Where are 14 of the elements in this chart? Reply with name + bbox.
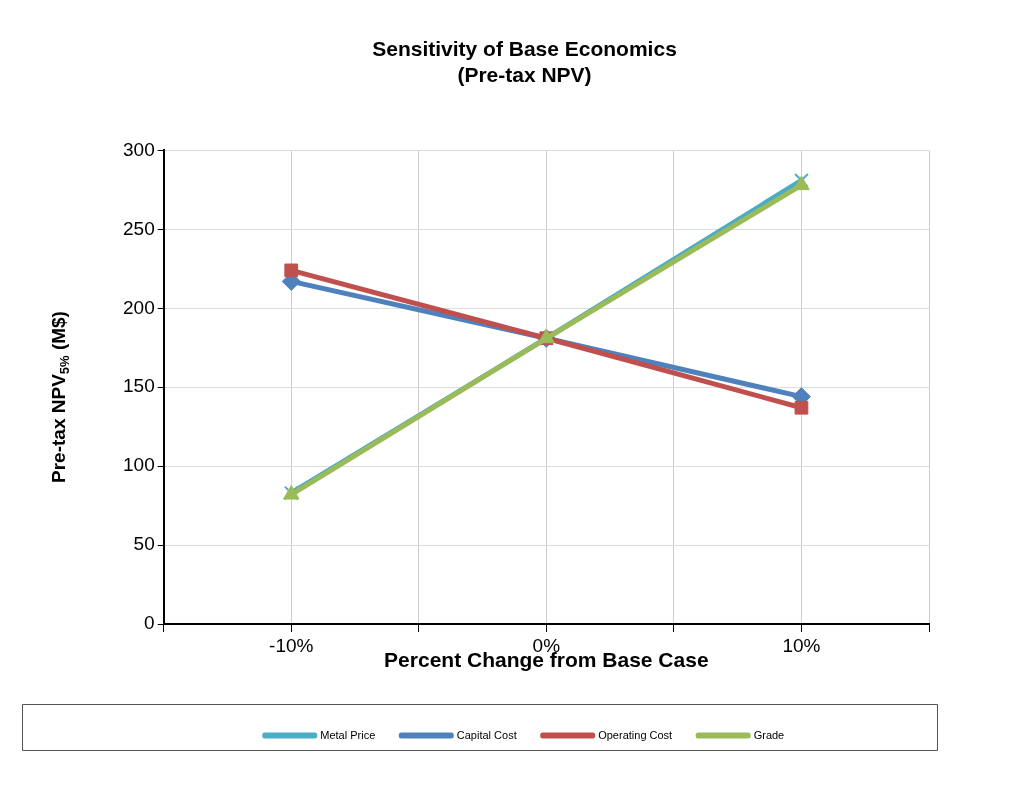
y-tick-label: 250 <box>123 217 155 239</box>
legend-label: Grade <box>753 728 785 741</box>
x-tick-label: 10% <box>782 634 821 656</box>
legend-label: Operating Cost <box>598 728 673 741</box>
y-tick-label: 150 <box>123 375 155 397</box>
y-tick-label: 300 <box>123 138 155 160</box>
legend-label: Metal Price <box>320 728 376 741</box>
y-tick-label: 50 <box>133 533 155 555</box>
y-tick-label: 100 <box>123 454 155 476</box>
x-tick-label: -10% <box>269 634 314 656</box>
y-tick-label: 200 <box>123 296 155 318</box>
chart-title: Sensitivity of Base Economics (Pre-tax NPV) <box>372 37 677 86</box>
y-tick-label: 0 <box>144 612 155 634</box>
legend-label: Capital Cost <box>456 728 517 741</box>
